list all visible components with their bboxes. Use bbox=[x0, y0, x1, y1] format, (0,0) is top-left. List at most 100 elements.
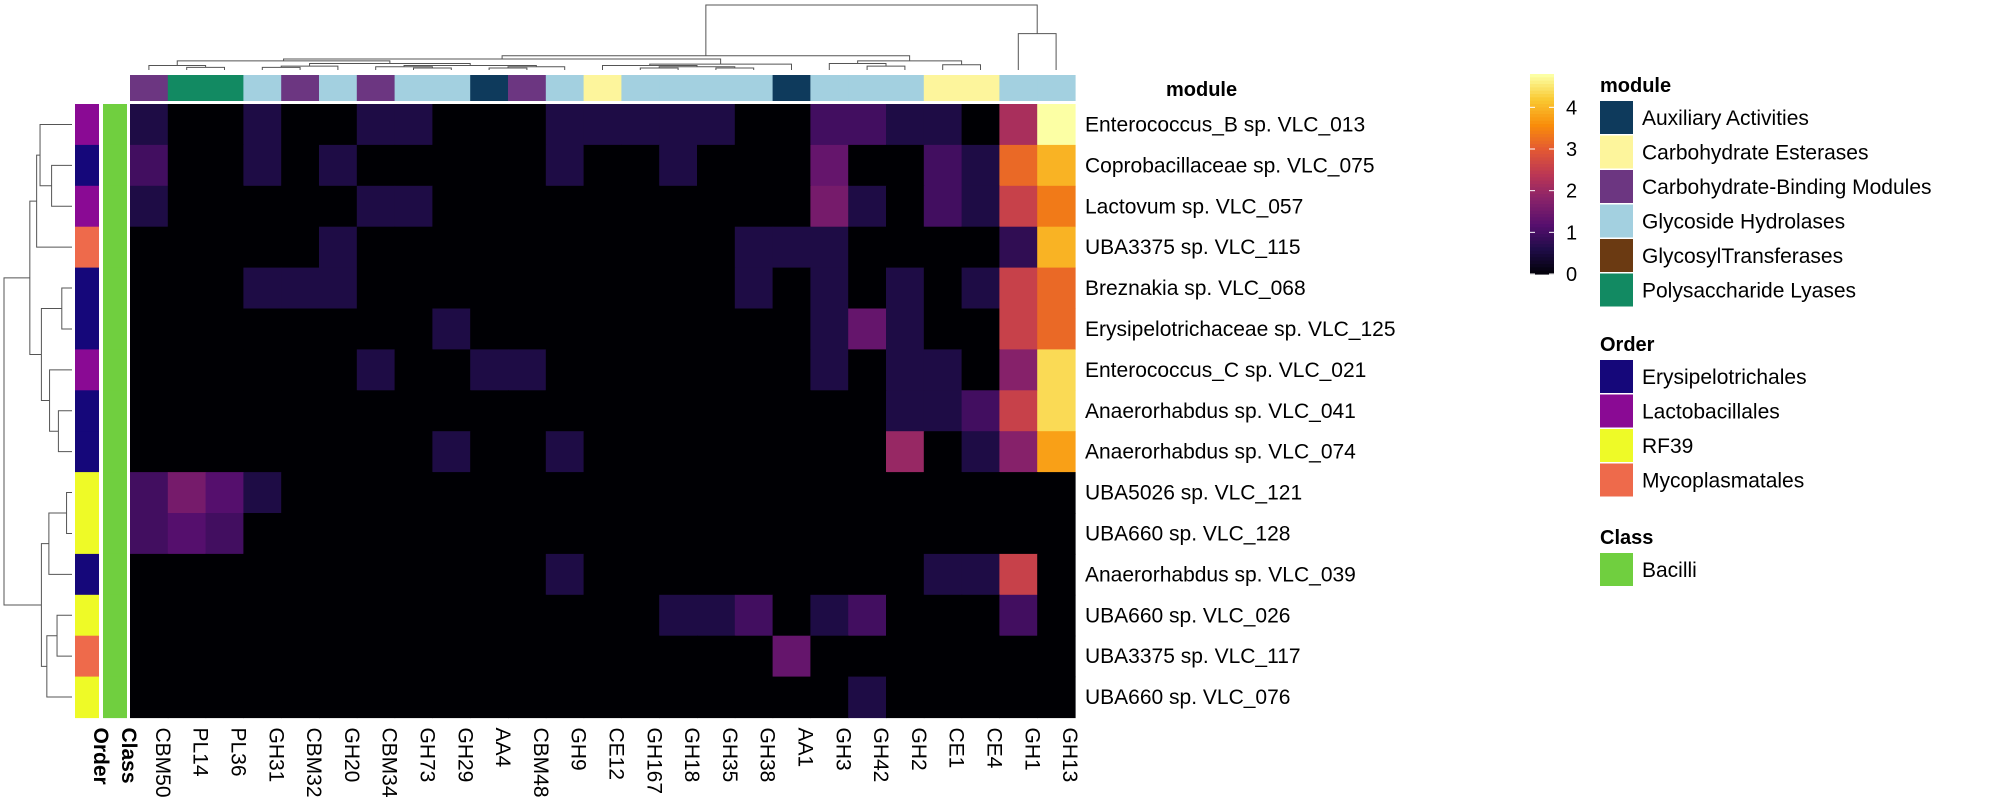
column-label-cbm48: CBM48 bbox=[529, 728, 552, 798]
class-cell-uba660-sp-vlc-076 bbox=[103, 676, 127, 719]
heatmap-cell-anaerorhabdus-sp-vlc-039-gh20 bbox=[319, 553, 358, 596]
heatmap-cell-erysipelotrichaceae-sp-vlc-125-gh2 bbox=[886, 308, 925, 350]
order-cell-enterococcus-c-sp-vlc-021 bbox=[75, 349, 99, 391]
heatmap-cell-anaerorhabdus-sp-vlc-074-ce12 bbox=[583, 431, 622, 473]
legend-title-order: Order bbox=[1600, 334, 1655, 356]
heatmap-cell-lactovum-sp-vlc-057-gh2 bbox=[886, 185, 925, 228]
heatmap-cell-breznakia-sp-vlc-068-gh1 bbox=[999, 267, 1038, 310]
heatmap-cell-breznakia-sp-vlc-068-pl36 bbox=[205, 267, 244, 310]
colorbar-segment bbox=[1530, 170, 1554, 175]
colorbar-segment bbox=[1530, 117, 1554, 122]
heatmap-cell-enterococcus-b-sp-vlc-013-cbm48 bbox=[508, 104, 547, 146]
column-label-ce1: CE1 bbox=[945, 728, 968, 769]
heatmap-cell-uba660-sp-vlc-076-aa1 bbox=[772, 676, 811, 719]
legend-label-lactobacillales: Lactobacillales bbox=[1642, 401, 1780, 424]
heatmap-cell-breznakia-sp-vlc-068-ce1 bbox=[923, 267, 963, 310]
heatmap-cell-uba3375-sp-vlc-117-gh9 bbox=[545, 635, 585, 678]
dendrogram-branch bbox=[56, 614, 72, 657]
heatmap-cell-enterococcus-c-sp-vlc-021-pl14 bbox=[167, 349, 207, 391]
order-cell-anaerorhabdus-sp-vlc-041 bbox=[75, 390, 99, 432]
class-cell-uba3375-sp-vlc-117 bbox=[103, 635, 127, 678]
heatmap-cell-uba3375-sp-vlc-117-gh42 bbox=[848, 635, 887, 678]
module-cell-pl36 bbox=[205, 75, 244, 101]
heatmap-cell-coprobacillaceae-sp-vlc-075-gh3 bbox=[810, 144, 849, 187]
dendrogram-branch bbox=[36, 154, 72, 248]
heatmap-cell-anaerorhabdus-sp-vlc-039-gh9 bbox=[545, 553, 585, 596]
heatmap-cell-lactovum-sp-vlc-057-gh18 bbox=[659, 185, 698, 228]
colorbar-segment bbox=[1530, 110, 1554, 115]
dendrogram-branch bbox=[3, 277, 42, 606]
colorbar-segment bbox=[1530, 214, 1554, 218]
heatmap-cell-erysipelotrichaceae-sp-vlc-125-cbm32 bbox=[281, 308, 320, 350]
heatmap-cell-uba5026-sp-vlc-121-pl14 bbox=[167, 472, 207, 514]
heatmap-cell-uba3375-sp-vlc-115-gh42 bbox=[848, 226, 887, 269]
column-label-gh13: GH13 bbox=[1058, 728, 1081, 783]
heatmap-cell-anaerorhabdus-sp-vlc-041-ce12 bbox=[583, 390, 622, 432]
heatmap-cell-uba3375-sp-vlc-117-gh167 bbox=[621, 635, 660, 678]
heatmap-cell-lactovum-sp-vlc-057-pl36 bbox=[205, 185, 244, 228]
legend-label-erysipelotrichales: Erysipelotrichales bbox=[1642, 366, 1807, 389]
heatmap-cell-uba5026-sp-vlc-121-aa1 bbox=[772, 472, 811, 514]
heatmap-cell-uba3375-sp-vlc-117-cbm48 bbox=[508, 635, 547, 678]
legend-swatch-glycoside-hydrolases bbox=[1600, 204, 1633, 238]
heatmap-cell-coprobacillaceae-sp-vlc-075-pl36 bbox=[205, 144, 244, 187]
heatmap-cell-erysipelotrichaceae-sp-vlc-125-ce1 bbox=[923, 308, 963, 350]
column-label-gh9: GH9 bbox=[567, 728, 590, 771]
heatmap-cell-uba660-sp-vlc-128-cbm34 bbox=[356, 513, 396, 555]
heatmap-cell-uba660-sp-vlc-026-gh1 bbox=[999, 594, 1038, 637]
heatmap-cell-uba3375-sp-vlc-117-gh29 bbox=[432, 635, 471, 678]
colorbar-segment bbox=[1530, 247, 1554, 252]
heatmap-cell-breznakia-sp-vlc-068-gh29 bbox=[432, 267, 471, 310]
module-cell-cbm32 bbox=[281, 75, 320, 101]
heatmap-cell-breznakia-sp-vlc-068-ce12 bbox=[583, 267, 622, 310]
heatmap-cell-anaerorhabdus-sp-vlc-041-gh2 bbox=[886, 390, 925, 432]
heatmap-cell-uba5026-sp-vlc-121-cbm34 bbox=[356, 472, 396, 514]
heatmap-cell-breznakia-sp-vlc-068-aa1 bbox=[772, 267, 811, 310]
heatmap-cell-anaerorhabdus-sp-vlc-041-ce1 bbox=[923, 390, 963, 432]
column-label-gh73: GH73 bbox=[416, 728, 439, 783]
heatmap-cell-uba3375-sp-vlc-117-gh1 bbox=[999, 635, 1038, 678]
module-cell-gh35 bbox=[697, 75, 736, 101]
colorbar-segment bbox=[1530, 94, 1554, 98]
heatmap-cell-enterococcus-b-sp-vlc-013-gh73 bbox=[394, 104, 433, 146]
heatmap-cell-anaerorhabdus-sp-vlc-041-gh20 bbox=[319, 390, 358, 432]
colorbar-segment bbox=[1530, 230, 1554, 235]
heatmap-cell-anaerorhabdus-sp-vlc-041-gh1 bbox=[999, 390, 1038, 432]
heatmap-cell-anaerorhabdus-sp-vlc-041-aa1 bbox=[772, 390, 811, 432]
heatmap-cell-breznakia-sp-vlc-068-cbm32 bbox=[281, 267, 320, 310]
heatmap-cell-anaerorhabdus-sp-vlc-074-gh9 bbox=[545, 431, 585, 473]
heatmap-cell-uba660-sp-vlc-076-gh35 bbox=[697, 676, 736, 719]
column-label-aa1: AA1 bbox=[794, 728, 817, 768]
heatmap-cell-coprobacillaceae-sp-vlc-075-gh73 bbox=[394, 144, 433, 187]
heatmap-cell-coprobacillaceae-sp-vlc-075-gh9 bbox=[545, 144, 585, 187]
dendrogram-branch bbox=[48, 512, 72, 575]
heatmap-cell-uba3375-sp-vlc-115-gh1 bbox=[999, 226, 1038, 269]
heatmap-cell-uba660-sp-vlc-128-pl36 bbox=[205, 513, 244, 555]
class-cell-erysipelotrichaceae-sp-vlc-125 bbox=[103, 308, 127, 350]
colorbar-tick-label: 1 bbox=[1566, 222, 1577, 244]
heatmap-cell-anaerorhabdus-sp-vlc-074-gh1 bbox=[999, 431, 1038, 473]
heatmap-cell-enterococcus-b-sp-vlc-013-pl36 bbox=[205, 104, 244, 146]
colorbar-segment bbox=[1530, 147, 1554, 152]
column-label-gh1: GH1 bbox=[1020, 728, 1043, 771]
heatmap-cell-anaerorhabdus-sp-vlc-074-cbm32 bbox=[281, 431, 320, 473]
order-annotation-label: Order bbox=[89, 728, 112, 785]
heatmap-cell-coprobacillaceae-sp-vlc-075-gh1 bbox=[999, 144, 1038, 187]
heatmap-cell-uba3375-sp-vlc-115-pl36 bbox=[205, 226, 244, 269]
order-cell-erysipelotrichaceae-sp-vlc-125 bbox=[75, 308, 99, 350]
module-cell-ce1 bbox=[923, 75, 963, 101]
dendrogram-branch bbox=[639, 67, 679, 70]
heatmap-cell-uba660-sp-vlc-128-gh13 bbox=[1037, 513, 1076, 555]
heatmap-cell-erysipelotrichaceae-sp-vlc-125-pl36 bbox=[205, 308, 244, 350]
heatmap-cell-breznakia-sp-vlc-068-cbm50 bbox=[130, 267, 169, 310]
row-label-anaerorhabdus-sp-vlc-074: Anaerorhabdus sp. VLC_074 bbox=[1085, 441, 1356, 464]
heatmap-cell-coprobacillaceae-sp-vlc-075-gh167 bbox=[621, 144, 660, 187]
heatmap-cell-anaerorhabdus-sp-vlc-041-gh73 bbox=[394, 390, 433, 432]
heatmap-cell-breznakia-sp-vlc-068-gh3 bbox=[810, 267, 849, 310]
heatmap-cell-anaerorhabdus-sp-vlc-041-gh9 bbox=[545, 390, 585, 432]
heatmap-cell-enterococcus-c-sp-vlc-021-gh20 bbox=[319, 349, 358, 391]
colorbar-segment bbox=[1530, 144, 1554, 148]
heatmap-cell-lactovum-sp-vlc-057-gh42 bbox=[848, 185, 887, 228]
heatmap-cell-enterococcus-c-sp-vlc-021-gh31 bbox=[243, 349, 282, 391]
